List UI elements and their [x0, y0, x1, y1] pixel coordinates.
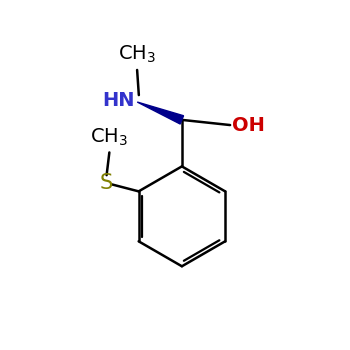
Text: HN: HN: [102, 91, 135, 111]
Text: CH$_3$: CH$_3$: [118, 43, 156, 65]
Text: OH: OH: [232, 116, 265, 134]
Text: CH$_3$: CH$_3$: [90, 127, 128, 148]
Text: S: S: [99, 173, 113, 193]
Polygon shape: [137, 102, 183, 124]
